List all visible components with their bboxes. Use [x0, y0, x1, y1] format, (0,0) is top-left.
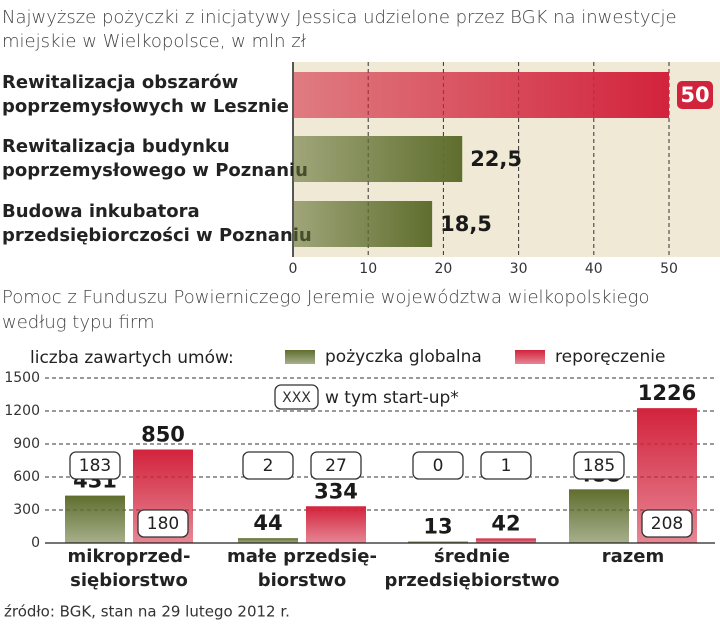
- value-label: 42: [491, 511, 520, 535]
- value-label: 22,5: [470, 147, 522, 171]
- startup-value: 208: [651, 514, 683, 534]
- startup-box: [573, 451, 625, 480]
- category-label: Rewitalizacja obszarów: [2, 72, 238, 93]
- x-tick-label: 20: [434, 261, 452, 277]
- startup-value: 2: [263, 456, 274, 476]
- category-label: Budowa inkubatora: [2, 201, 200, 222]
- y-tick-label: 900: [13, 436, 40, 452]
- startup-box: [641, 509, 693, 538]
- category-label: Rewitalizacja budynku: [2, 136, 230, 157]
- bar: [65, 495, 125, 543]
- category-label: biorstwo: [258, 570, 347, 591]
- legend-swatch: [515, 350, 545, 364]
- startup-value: 1: [501, 456, 512, 476]
- category-label: mikroprzed-: [68, 546, 191, 567]
- startup-legend-label: w tym start-up*: [325, 388, 459, 408]
- value-label: 13: [423, 515, 452, 539]
- chart-title: miejskie w Wielkopolsce, w mln zł: [2, 31, 307, 52]
- legend-label: pożyczka globalna: [325, 347, 482, 367]
- y-tick-label: 1200: [4, 403, 40, 419]
- y-tick-label: 300: [13, 502, 40, 518]
- bar: [306, 506, 366, 543]
- value-label: 1226: [638, 381, 696, 405]
- value-badge: [677, 81, 713, 109]
- bar: [293, 72, 669, 118]
- startup-box: [69, 451, 121, 480]
- x-tick-label: 40: [585, 261, 603, 277]
- startup-box: [480, 451, 532, 480]
- value-label: 18,5: [440, 212, 492, 236]
- x-tick-label: 30: [510, 261, 528, 277]
- value-label: 850: [141, 423, 185, 447]
- startup-legend-box-text: XXX: [282, 390, 311, 406]
- y-tick-label: 600: [13, 469, 40, 485]
- y-tick-label: 0: [31, 535, 40, 551]
- chart-title: Pomoc z Funduszu Powierniczego Jeremie w…: [2, 287, 649, 308]
- startup-box: [137, 509, 189, 538]
- category-label: średnie: [434, 546, 510, 567]
- chart-title: Najwyższe pożyczki z inicjatywy Jessica …: [2, 7, 677, 28]
- startup-value: 180: [147, 514, 179, 534]
- category-label: poprzemysłowego w Poznaniu: [2, 160, 308, 181]
- value-label: 50: [680, 83, 709, 107]
- bar: [476, 538, 536, 543]
- bar: [238, 538, 298, 543]
- x-tick-label: 0: [289, 261, 298, 277]
- startup-value: 183: [79, 456, 111, 476]
- value-label: 44: [253, 511, 282, 535]
- legend-title: liczba zawartych umów:: [30, 348, 234, 368]
- startup-legend-box: [274, 384, 319, 410]
- startup-value: 185: [583, 456, 615, 476]
- category-label: razem: [602, 546, 664, 567]
- category-label: przedsiębiorstwo: [384, 570, 559, 591]
- legend-swatch: [285, 350, 315, 364]
- x-tick-label: 10: [359, 261, 377, 277]
- source: źródło: BGK, stan na 29 lutego 2012 r.: [4, 603, 290, 621]
- category-label: poprzemysłowych w Lesznie: [2, 96, 289, 117]
- startup-box: [412, 451, 464, 480]
- legend-label: reporęczenie: [555, 347, 665, 367]
- x-tick-label: 50: [660, 261, 678, 277]
- category-label: siębiorstwo: [70, 570, 188, 591]
- value-label: 334: [314, 479, 358, 503]
- bar: [569, 489, 629, 543]
- chart-title: według typu firm: [2, 312, 155, 333]
- startup-value: 0: [433, 456, 444, 476]
- bar: [293, 201, 433, 247]
- category-label: przedsiębiorczości w Poznaniu: [2, 225, 312, 246]
- category-label: małe przedsię-: [227, 546, 377, 567]
- bar: [293, 136, 463, 182]
- bar: [408, 541, 468, 543]
- y-tick-label: 1500: [4, 370, 40, 386]
- startup-box: [310, 451, 362, 480]
- startup-box: [242, 451, 294, 480]
- startup-value: 27: [325, 456, 347, 476]
